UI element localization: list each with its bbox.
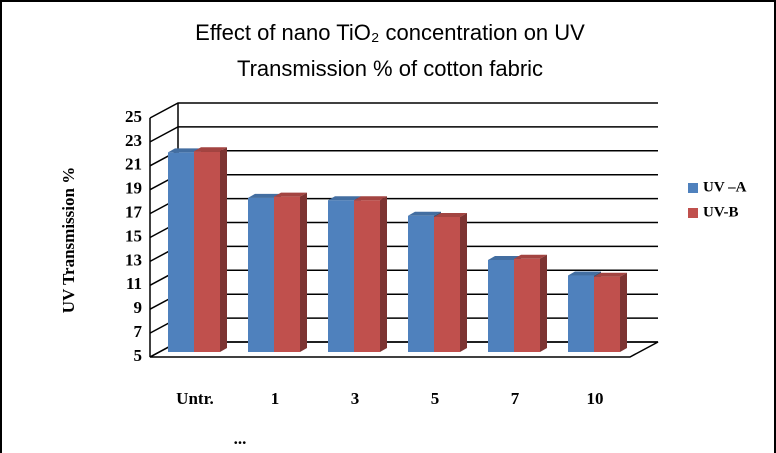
bar-top: [194, 147, 227, 152]
x-tick-label: 5: [431, 389, 440, 408]
y-axis-label: UV Transmission %: [59, 167, 78, 313]
bar: [568, 275, 594, 352]
y-tick-label: 11: [126, 274, 142, 293]
bar: [514, 258, 540, 352]
bar: [434, 216, 460, 352]
bar-top: [354, 196, 387, 201]
legend-swatch: [688, 183, 698, 193]
legend-label: UV –A: [703, 179, 747, 195]
y-tick-label: 23: [125, 131, 142, 150]
bar-top: [248, 193, 281, 198]
bar-side: [620, 272, 627, 352]
y-tick-label: 5: [134, 346, 143, 365]
y-tick-label: 17: [125, 203, 143, 222]
bar: [168, 152, 194, 352]
bar: [328, 200, 354, 352]
x-tick-label: 10: [587, 389, 604, 408]
bar-top: [408, 211, 441, 216]
chart-title: Effect of nano TiO₂ concentration on UV: [195, 20, 585, 45]
bar-top: [328, 196, 361, 201]
bar: [408, 215, 434, 352]
y-tick-label: 21: [125, 155, 142, 174]
y-tick-label: 13: [125, 250, 142, 269]
grid-line: [149, 102, 658, 119]
bar-side: [460, 212, 467, 352]
y-tick-label: 19: [125, 179, 142, 198]
y-tick-label: 7: [134, 322, 143, 341]
bar-top: [274, 192, 307, 197]
chart-title: Transmission % of cotton fabric: [237, 56, 543, 81]
y-tick-label: 25: [125, 107, 142, 126]
bar-side: [380, 196, 387, 352]
bar: [594, 276, 620, 352]
x-tick-label: Untr.: [176, 389, 214, 408]
bar-top: [568, 271, 601, 276]
bar: [194, 151, 220, 352]
x-tick-label: 1: [271, 389, 280, 408]
legend-swatch: [688, 208, 698, 218]
bar: [274, 196, 300, 352]
x-tick-label: 3: [351, 389, 360, 408]
grid-line: [149, 126, 658, 143]
legend-label: UV-B: [703, 204, 739, 220]
bar-side: [220, 147, 227, 352]
bar-top: [594, 272, 627, 277]
bar: [488, 259, 514, 352]
x-tick-label: 7: [511, 389, 520, 408]
bar-side: [540, 254, 547, 352]
bar-side: [300, 192, 307, 352]
bar-top: [488, 255, 521, 260]
y-tick-label: 9: [134, 298, 143, 317]
annotation: ...: [234, 429, 247, 448]
bar-top: [434, 212, 467, 217]
y-tick-label: 15: [125, 226, 142, 245]
bar-top: [168, 148, 201, 153]
bar-top: [514, 254, 547, 259]
bar: [354, 200, 380, 352]
bar: [248, 197, 274, 352]
